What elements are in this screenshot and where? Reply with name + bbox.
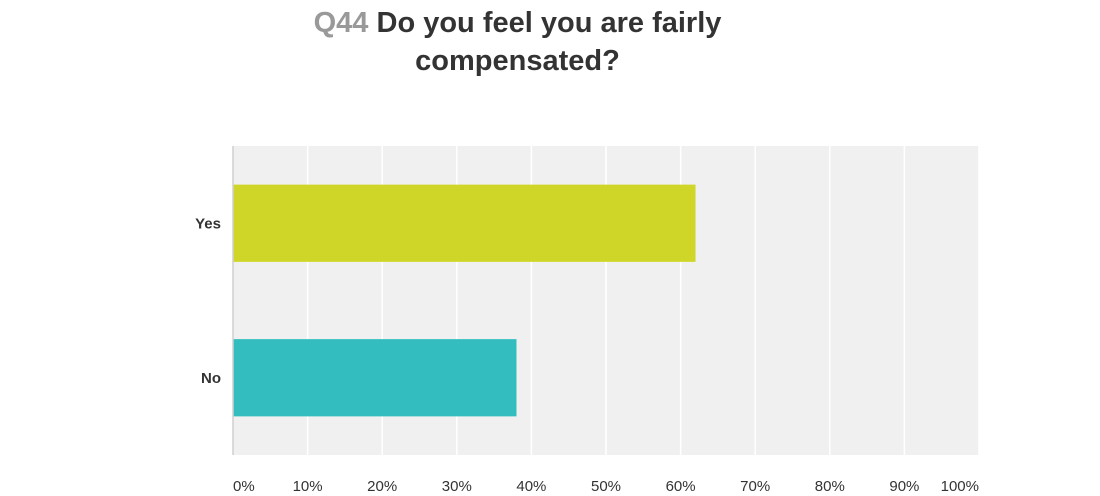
- category-label-yes: Yes: [195, 215, 221, 232]
- question-number: Q44: [313, 7, 369, 39]
- x-tick-label: 0%: [233, 478, 255, 495]
- bars: [233, 184, 696, 417]
- x-tick-label: 70%: [740, 478, 770, 495]
- x-tick-label: 40%: [516, 478, 546, 495]
- x-tick-label: 60%: [666, 478, 696, 495]
- x-tick-label: 50%: [591, 478, 621, 495]
- bar-no: [233, 339, 517, 417]
- question-text: Do you feel you are fairly compensated?: [376, 7, 722, 77]
- x-tick-label: 100%: [941, 478, 979, 495]
- x-tick-label: 90%: [889, 478, 919, 495]
- category-labels: Yes No: [195, 215, 221, 387]
- category-label-no: No: [201, 370, 221, 387]
- x-tick-label: 10%: [293, 478, 323, 495]
- x-tick-labels: 0% 10% 20% 30% 40% 50% 60% 70% 80% 90% 100%: [233, 478, 979, 495]
- x-tick-label: 30%: [442, 478, 472, 495]
- bar-yes: [233, 184, 696, 262]
- x-tick-label: 20%: [367, 478, 397, 495]
- x-tick-label: 80%: [815, 478, 845, 495]
- chart-title: Q44 Do you feel you are fairly compensat…: [250, 4, 785, 80]
